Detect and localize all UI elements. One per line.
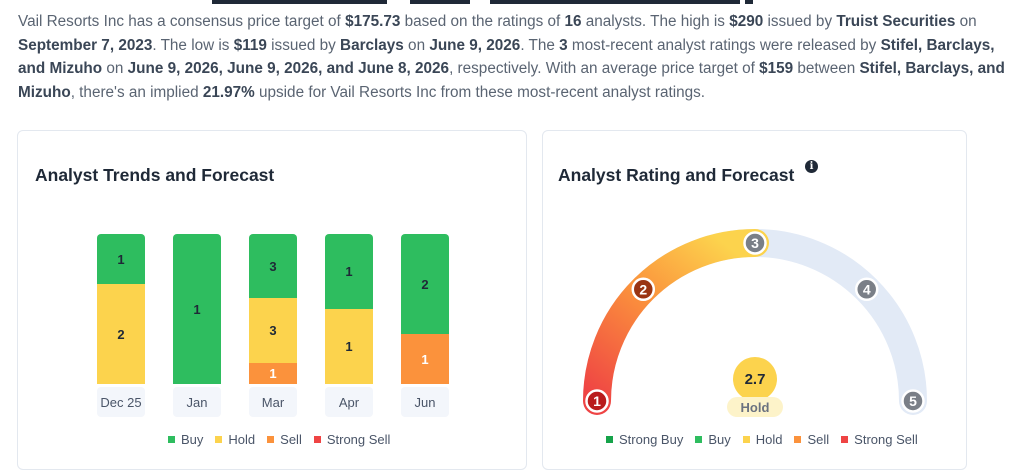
legend-swatch (606, 436, 613, 443)
data-label: 1 (117, 251, 125, 267)
legend-label: Strong Buy (619, 432, 684, 447)
legend-swatch (313, 436, 321, 443)
gauge-marker: 5 (901, 389, 925, 413)
month-label: Jun (401, 387, 449, 417)
bar-segment-buy: 1 (97, 234, 145, 284)
gauge-marker: 4 (854, 277, 879, 302)
gauge-marker: 2 (631, 277, 656, 302)
data-label: 2 (117, 326, 125, 342)
data-label: 3 (269, 258, 277, 274)
rating-legend: Strong Buy Buy Hold Sell Strong Sell (606, 432, 918, 447)
data-label: 1 (193, 301, 201, 317)
gauge-marker-label: 4 (863, 281, 871, 297)
gauge-fill (583, 229, 769, 415)
legend-item: Buy (168, 432, 203, 447)
info-icon[interactable]: i (805, 160, 818, 173)
rating-title: Analyst Rating and Forecast (558, 165, 795, 185)
legend-swatch (695, 436, 703, 443)
gauge-marker-label: 2 (639, 281, 647, 297)
gauge-marker-label: 5 (909, 393, 917, 409)
bar-column: 3 3 1 (249, 234, 297, 384)
data-label: 1 (345, 264, 353, 279)
month-label: Jan (173, 387, 221, 417)
rating-badge (733, 357, 777, 401)
data-label: 3 (269, 322, 277, 338)
trends-title: Analyst Trends and Forecast (35, 165, 275, 185)
rating-label-pill (727, 397, 783, 417)
legend-item: Strong Buy (606, 432, 683, 447)
legend-label: Buy (181, 432, 204, 447)
bar-segment-buy: 1 (173, 234, 221, 384)
legend-label: Sell (807, 432, 830, 447)
legend-item: Strong Sell (313, 432, 391, 447)
legend-label: Hold (228, 432, 256, 447)
month-label: Apr (325, 387, 373, 417)
cut-off-heading (0, 0, 1024, 4)
legend-item: Hold (215, 432, 255, 447)
analyst-rating-card: Analyst Rating and Forecast i 1 2 3 4 5 2.7 Ho… (542, 130, 967, 470)
bar-segment-hold: 2 (97, 284, 145, 384)
gauge-marker-label: 3 (751, 235, 759, 251)
legend-label: Hold (755, 432, 783, 447)
trends-legend: Buy Hold Sell Strong Sell (168, 432, 390, 447)
bar-segment-buy: 2 (401, 234, 449, 334)
price-target-summary: Vail Resorts Inc has a consensus price t… (18, 13, 1005, 101)
rating-label: Hold (741, 400, 770, 415)
legend-item: Buy (695, 432, 731, 447)
gauge-marker-label: 1 (593, 393, 601, 409)
gauge-marker: 1 (585, 389, 609, 413)
month-label: Mar (249, 387, 297, 417)
bar-segment-sell: 1 (249, 362, 297, 384)
analyst-trends-card: Analyst Trends and Forecast 1 2 Dec 25 1 Jan… (17, 130, 527, 470)
legend-swatch (841, 436, 849, 443)
data-label: 1 (345, 339, 353, 354)
rating-gauge: 1 2 3 4 5 2.7 Hold (583, 229, 927, 417)
rating-value: 2.7 (745, 371, 766, 388)
legend-swatch (267, 436, 275, 443)
gauge-marker: 3 (743, 231, 767, 255)
bar-segment-hold: 1 (325, 309, 373, 384)
data-label: 2 (421, 276, 429, 292)
legend-swatch (794, 436, 802, 443)
legend-label: Strong Sell (326, 432, 391, 447)
bar-column: 1 (173, 234, 221, 384)
legend-swatch (215, 436, 223, 443)
bar-segment-buy: 1 (325, 234, 373, 309)
legend-item: Hold (742, 432, 783, 447)
data-label: 1 (269, 365, 277, 381)
legend-item: Strong Sell (841, 432, 918, 447)
bar-segment-hold: 3 (249, 298, 297, 363)
bar-segment-sell: 1 (401, 334, 449, 384)
legend-swatch (168, 436, 175, 443)
legend-label: Sell (280, 432, 302, 447)
legend-label: Buy (708, 432, 731, 447)
bar-segment-buy: 3 (249, 234, 297, 299)
month-label: Dec 25 (97, 387, 145, 417)
data-label: 1 (421, 351, 429, 367)
legend-label: Strong Sell (854, 432, 918, 447)
legend-item: Sell (794, 432, 829, 447)
legend-item: Sell (267, 432, 302, 447)
legend-swatch (742, 436, 750, 443)
